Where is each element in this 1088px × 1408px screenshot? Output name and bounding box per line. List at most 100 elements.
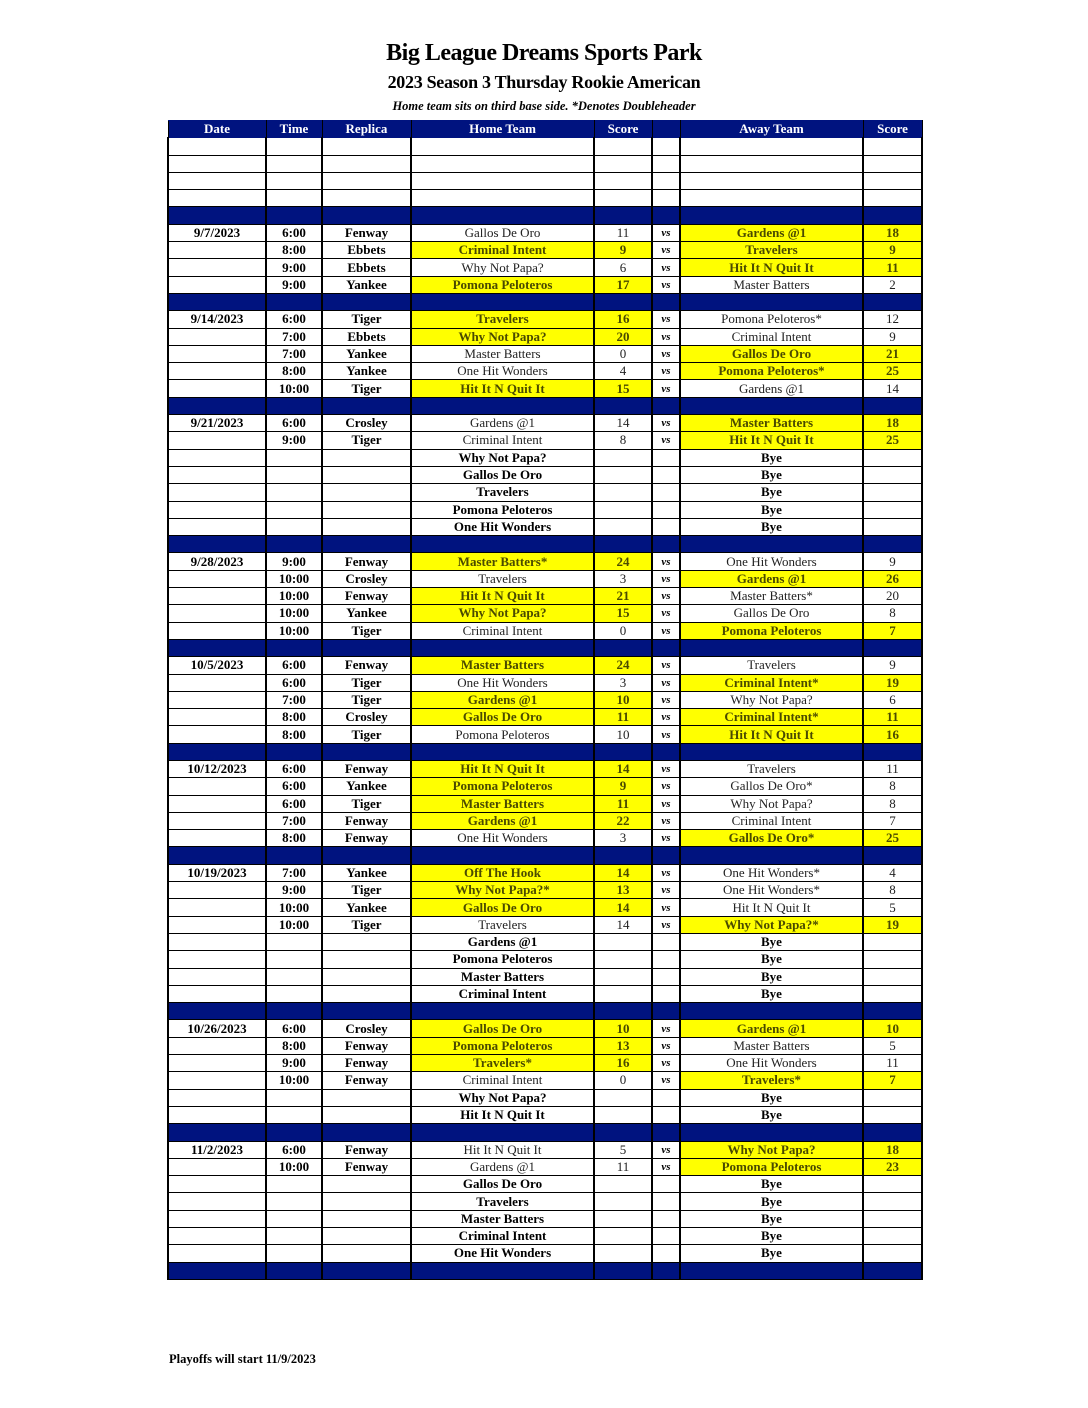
time-cell: 10:00 bbox=[265, 587, 323, 606]
separator-cell bbox=[679, 292, 864, 312]
game-row: 9/14/2023 6:00 Tiger Travelers 16 vs Pomona Pe… bbox=[167, 310, 923, 329]
replica-cell: Fenway bbox=[321, 587, 412, 606]
bye-label-cell: Bye bbox=[679, 1175, 864, 1194]
vs-cell bbox=[651, 1244, 681, 1263]
replica-cell: Tiger bbox=[321, 794, 412, 813]
home-score-cell bbox=[593, 517, 653, 537]
empty-cell bbox=[321, 154, 412, 173]
game-row: 10/26/2023 6:00 Crosley Gallos De Oro 10 vs Ga… bbox=[167, 1019, 923, 1038]
vs-cell bbox=[651, 1105, 681, 1125]
home-team-cell: Pomona Peloteros bbox=[410, 777, 595, 796]
header-vs bbox=[651, 119, 681, 139]
game-row: 11/2/2023 6:00 Fenway Hit It N Quit It 5 vs Wh… bbox=[167, 1140, 923, 1159]
blank-row bbox=[167, 189, 923, 208]
away-score-cell bbox=[862, 483, 923, 502]
page-title: Big League Dreams Sports Park bbox=[386, 40, 702, 66]
separator-cell bbox=[410, 1002, 595, 1021]
time-cell: 6:00 bbox=[265, 777, 323, 796]
time-cell bbox=[265, 967, 323, 986]
time-cell: 7:00 bbox=[265, 863, 323, 883]
separator-cell bbox=[593, 1002, 653, 1021]
home-score-cell: 13 bbox=[593, 1036, 653, 1056]
blank-row bbox=[167, 137, 923, 156]
footer-note: Playoffs will start 11/9/2023 bbox=[169, 1352, 316, 1366]
separator-cell bbox=[167, 1002, 267, 1021]
away-score-cell: 11 bbox=[862, 1054, 923, 1073]
time-cell: 10:00 bbox=[265, 898, 323, 917]
home-team-cell: Travelers bbox=[410, 915, 595, 934]
bye-label-cell: Bye bbox=[679, 448, 864, 467]
home-score-cell: 8 bbox=[593, 431, 653, 450]
replica-cell: Tiger bbox=[321, 310, 412, 329]
home-team-cell: Pomona Peloteros bbox=[410, 725, 595, 744]
home-team-cell: Travelers* bbox=[410, 1054, 595, 1073]
home-score-cell: 14 bbox=[593, 915, 653, 934]
bye-row: One Hit Wonders Bye bbox=[167, 1244, 923, 1263]
time-cell: 8:00 bbox=[265, 708, 323, 727]
date-cell: 9/14/2023 bbox=[167, 310, 267, 329]
bye-team-cell: Master Batters bbox=[410, 1209, 595, 1229]
separator-cell bbox=[321, 742, 412, 761]
replica-cell bbox=[321, 483, 412, 502]
time-cell: 9:00 bbox=[265, 258, 323, 277]
home-team-cell: Gallos De Oro bbox=[410, 708, 595, 727]
away-team-cell: Gallos De Oro* bbox=[679, 829, 864, 848]
home-score-cell: 14 bbox=[593, 898, 653, 917]
schedule-table: Date Time Replica Home Team Score Away Team Sc… bbox=[167, 119, 923, 1280]
time-cell: 6:00 bbox=[265, 1019, 323, 1038]
home-team-cell: Why Not Papa? bbox=[410, 258, 595, 277]
bye-team-cell: Pomona Peloteros bbox=[410, 500, 595, 519]
header-away-team: Away Team bbox=[679, 119, 864, 139]
empty-cell bbox=[679, 171, 864, 191]
time-cell: 6:00 bbox=[265, 414, 323, 433]
vs-cell: vs bbox=[651, 1157, 681, 1177]
date-cell bbox=[167, 465, 267, 485]
time-cell: 6:00 bbox=[265, 759, 323, 779]
separator-cell bbox=[321, 396, 412, 416]
replica-cell: Tiger bbox=[321, 431, 412, 450]
away-score-cell: 8 bbox=[862, 604, 923, 623]
time-cell bbox=[265, 1244, 323, 1263]
separator-cell bbox=[862, 535, 923, 554]
section-separator bbox=[167, 1002, 923, 1021]
time-cell: 10:00 bbox=[265, 1071, 323, 1090]
date-cell bbox=[167, 569, 267, 589]
vs-cell: vs bbox=[651, 223, 681, 243]
game-row: 10:00 Crosley Travelers 3 vs Gardens @1 26 bbox=[167, 569, 923, 589]
separator-cell bbox=[651, 1123, 681, 1142]
vs-cell: vs bbox=[651, 690, 681, 710]
bye-row: Master Batters Bye bbox=[167, 1209, 923, 1229]
home-team-cell: Criminal Intent bbox=[410, 1071, 595, 1090]
vs-cell bbox=[651, 984, 681, 1004]
time-cell: 6:00 bbox=[265, 794, 323, 813]
separator-cell bbox=[410, 292, 595, 312]
away-team-cell: Master Batters bbox=[679, 414, 864, 433]
away-score-cell: 9 bbox=[862, 552, 923, 571]
home-score-cell: 3 bbox=[593, 569, 653, 589]
away-score-cell: 21 bbox=[862, 344, 923, 364]
vs-cell: vs bbox=[651, 604, 681, 623]
game-row: 6:00 Tiger Master Batters 11 vs Why Not Papa?… bbox=[167, 794, 923, 813]
vs-cell: vs bbox=[651, 379, 681, 398]
vs-cell: vs bbox=[651, 759, 681, 779]
replica-cell: Crosley bbox=[321, 1019, 412, 1038]
empty-cell bbox=[321, 189, 412, 208]
separator-cell bbox=[679, 206, 864, 225]
vs-cell: vs bbox=[651, 898, 681, 917]
home-team-cell: Why Not Papa? bbox=[410, 327, 595, 346]
home-score-cell: 15 bbox=[593, 379, 653, 398]
replica-cell: Crosley bbox=[321, 569, 412, 589]
separator-cell bbox=[679, 846, 864, 865]
date-cell bbox=[167, 448, 267, 467]
empty-cell bbox=[167, 171, 267, 191]
bye-label-cell: Bye bbox=[679, 517, 864, 537]
home-score-cell: 21 bbox=[593, 587, 653, 606]
away-team-cell: Travelers bbox=[679, 759, 864, 779]
away-team-cell: One Hit Wonders bbox=[679, 1054, 864, 1073]
home-score-cell: 13 bbox=[593, 881, 653, 900]
section-separator bbox=[167, 1261, 923, 1280]
away-score-cell: 11 bbox=[862, 258, 923, 277]
home-team-cell: Why Not Papa?* bbox=[410, 881, 595, 900]
home-team-cell: Travelers bbox=[410, 310, 595, 329]
away-score-cell: 11 bbox=[862, 708, 923, 727]
